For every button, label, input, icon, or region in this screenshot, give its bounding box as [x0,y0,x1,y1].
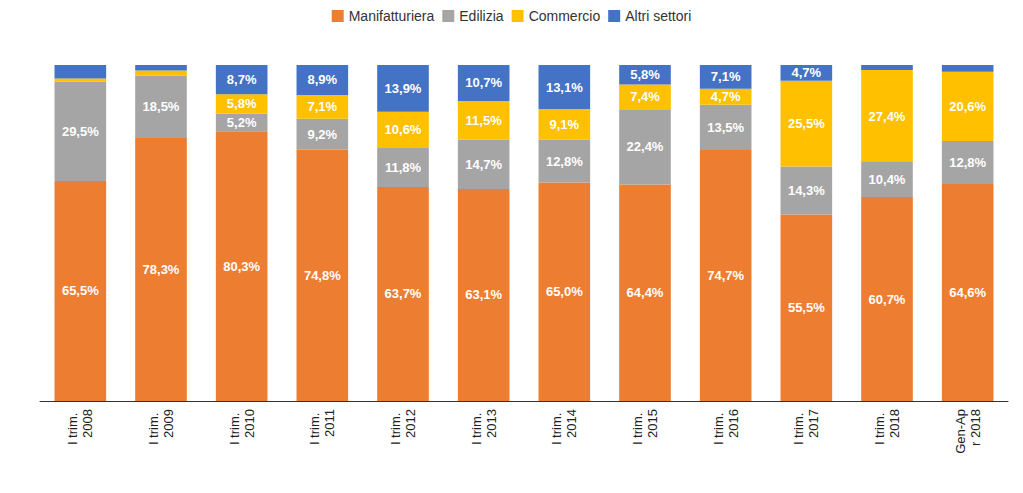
svg-text:29,5%: 29,5% [62,124,99,139]
svg-text:13,5%: 13,5% [707,120,744,135]
svg-text:2011: 2011 [322,409,337,437]
svg-text:9,1%: 9,1% [550,117,580,132]
svg-text:2010: 2010 [242,409,257,438]
svg-text:18,5%: 18,5% [143,99,180,114]
svg-text:11,5%: 11,5% [466,113,503,128]
svg-text:2017: 2017 [806,409,821,438]
svg-text:I trim.: I trim. [65,409,80,445]
svg-text:I trim.: I trim. [791,409,806,445]
svg-text:11,8%: 11,8% [385,160,422,175]
svg-text:Commercio: Commercio [529,8,601,24]
svg-text:4,7%: 4,7% [711,89,741,104]
svg-text:I trim.: I trim. [146,409,161,445]
svg-text:14,3%: 14,3% [788,183,825,198]
svg-text:7,4%: 7,4% [630,89,660,104]
svg-text:I trim.: I trim. [307,409,322,445]
svg-text:I trim.: I trim. [711,409,726,445]
svg-text:64,4%: 64,4% [627,285,664,300]
svg-text:13,1%: 13,1% [546,80,583,95]
svg-text:8,9%: 8,9% [308,72,338,87]
svg-text:10,4%: 10,4% [869,172,906,187]
svg-text:20,6%: 20,6% [949,99,986,114]
svg-text:13,9%: 13,9% [385,81,422,96]
svg-text:74,8%: 74,8% [304,268,341,283]
svg-text:12,8%: 12,8% [546,154,583,169]
svg-text:I trim.: I trim. [388,409,403,445]
svg-text:I trim.: I trim. [872,409,887,445]
svg-text:78,3%: 78,3% [143,262,180,277]
svg-text:80,3%: 80,3% [223,259,260,274]
svg-text:4,7%: 4,7% [792,65,822,80]
svg-text:7,1%: 7,1% [308,99,338,114]
svg-text:Gen-Ap: Gen-Ap [953,409,968,454]
svg-text:2009: 2009 [161,409,176,438]
svg-text:I trim.: I trim. [549,409,564,445]
svg-text:5,8%: 5,8% [630,67,660,82]
svg-text:10,6%: 10,6% [385,122,422,137]
svg-text:Altri settori: Altri settori [625,8,691,24]
svg-text:55,5%: 55,5% [788,300,825,315]
svg-text:63,1%: 63,1% [465,287,502,302]
svg-text:2012: 2012 [403,409,418,438]
svg-text:27,4%: 27,4% [869,109,906,124]
svg-text:10,7%: 10,7% [465,75,502,90]
svg-text:I trim.: I trim. [630,409,645,445]
svg-text:7,1%: 7,1% [711,69,741,84]
svg-text:2015: 2015 [645,409,660,438]
svg-text:65,5%: 65,5% [62,283,99,298]
svg-text:12,8%: 12,8% [949,155,986,170]
svg-text:5,2%: 5,2% [227,115,257,130]
svg-text:8,7%: 8,7% [227,72,257,87]
svg-text:r 2018: r 2018 [968,409,983,446]
svg-text:2018: 2018 [887,409,902,438]
svg-text:9,2%: 9,2% [308,127,338,142]
svg-text:65,0%: 65,0% [546,284,583,299]
svg-text:64,6%: 64,6% [949,285,986,300]
svg-text:63,7%: 63,7% [385,286,422,301]
svg-text:74,7%: 74,7% [707,268,744,283]
svg-text:I trim.: I trim. [469,409,484,445]
svg-text:22,4%: 22,4% [627,139,664,154]
svg-text:2008: 2008 [80,409,95,438]
svg-text:5,8%: 5,8% [227,96,257,111]
svg-text:60,7%: 60,7% [869,292,906,307]
svg-text:Edilizia: Edilizia [459,8,504,24]
svg-text:2013: 2013 [484,409,499,438]
svg-text:2014: 2014 [564,409,579,438]
svg-text:Manifatturiera: Manifatturiera [349,8,435,24]
svg-text:14,7%: 14,7% [465,157,502,172]
svg-text:2016: 2016 [726,409,741,438]
svg-text:25,5%: 25,5% [788,116,825,131]
svg-text:I trim.: I trim. [227,409,242,445]
